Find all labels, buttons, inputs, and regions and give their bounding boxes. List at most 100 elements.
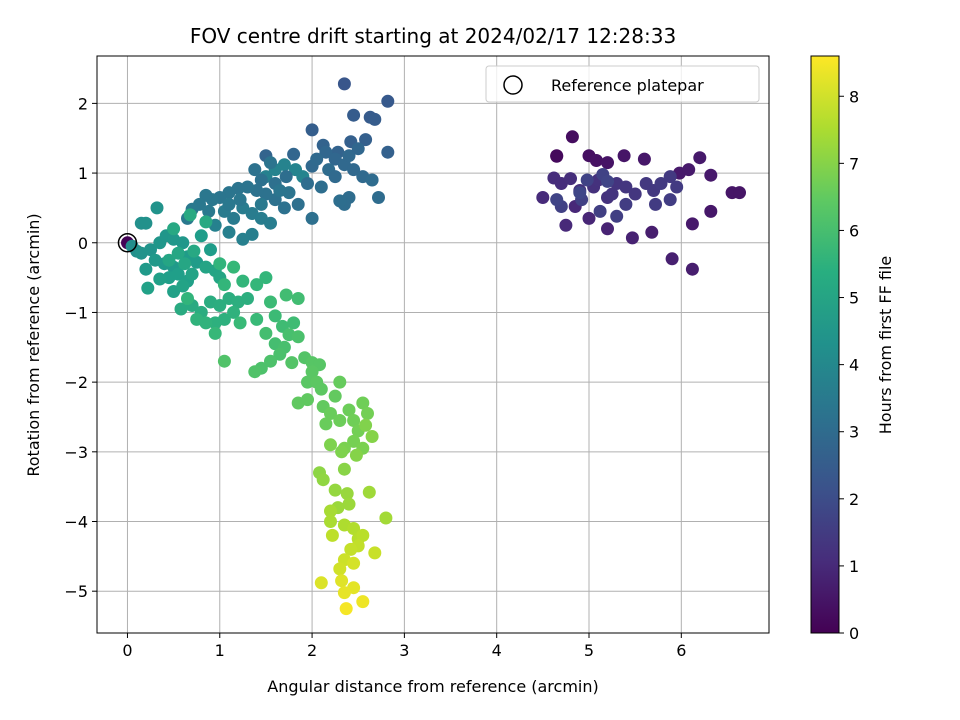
- data-point: [277, 201, 291, 215]
- colorbar-gradient: [811, 56, 839, 633]
- data-point: [536, 191, 550, 204]
- colorbar-tick-label: 1: [849, 557, 859, 576]
- data-point: [573, 186, 587, 200]
- data-point: [601, 156, 614, 170]
- x-tick-label: 1: [215, 641, 225, 660]
- data-point: [580, 173, 594, 187]
- x-tick-label: 0: [122, 641, 132, 660]
- data-point: [319, 145, 333, 159]
- data-point: [351, 142, 365, 156]
- data-point: [250, 312, 264, 326]
- data-point: [305, 365, 319, 379]
- data-point: [704, 204, 718, 218]
- data-point: [619, 197, 633, 211]
- data-point: [356, 396, 370, 410]
- data-point: [285, 356, 299, 370]
- data-point: [663, 170, 677, 184]
- data-point: [248, 163, 262, 177]
- data-point: [347, 434, 361, 448]
- data-point: [217, 312, 231, 326]
- data-point: [670, 180, 684, 194]
- data-point: [178, 257, 192, 271]
- data-point: [248, 365, 262, 379]
- data-point: [347, 108, 361, 122]
- data-point: [328, 170, 342, 184]
- data-point: [167, 222, 181, 236]
- data-point: [324, 438, 337, 452]
- data-point: [601, 222, 614, 236]
- data-point: [162, 253, 176, 267]
- data-point: [645, 225, 659, 239]
- legend-entry-reference: Reference platepar: [551, 76, 704, 95]
- data-point: [305, 123, 319, 137]
- data-point: [264, 216, 277, 230]
- data-point: [139, 262, 153, 276]
- data-point: [356, 528, 370, 542]
- data-point: [342, 403, 356, 417]
- data-point: [264, 156, 277, 170]
- reference-platepar-marker: [117, 233, 138, 253]
- data-point: [328, 389, 342, 403]
- data-point: [310, 152, 324, 166]
- data-point: [153, 272, 167, 286]
- data-point: [236, 274, 250, 288]
- y-tick-label: −5: [64, 582, 88, 601]
- data-point: [372, 191, 385, 204]
- data-point: [337, 77, 351, 91]
- data-point: [291, 292, 305, 305]
- data-point: [314, 382, 328, 396]
- data-point: [619, 180, 633, 194]
- data-point: [335, 445, 349, 459]
- grid: [97, 56, 769, 633]
- data-point: [222, 197, 236, 211]
- data-point: [150, 201, 164, 215]
- data-point: [733, 186, 746, 200]
- data-point: [324, 515, 337, 528]
- data-point: [663, 193, 677, 207]
- data-point: [325, 528, 339, 542]
- data-point: [559, 218, 573, 232]
- colorbar-tick-label: 2: [849, 490, 859, 509]
- data-point: [236, 232, 250, 246]
- data-point: [227, 260, 241, 274]
- data-point: [361, 407, 374, 420]
- data-point: [335, 574, 349, 588]
- x-tick-label: 6: [676, 641, 686, 660]
- data-point: [379, 511, 393, 525]
- data-point: [685, 217, 699, 231]
- data-point: [268, 309, 282, 323]
- data-point: [328, 483, 342, 497]
- data-point: [204, 243, 217, 257]
- colorbar-tick-label: 3: [849, 423, 859, 442]
- chart-title: FOV centre drift starting at 2024/02/17 …: [190, 24, 676, 48]
- x-tick-label: 4: [492, 641, 502, 660]
- data-point: [365, 430, 379, 443]
- data-point: [185, 267, 199, 281]
- data-point: [233, 316, 247, 330]
- data-point: [264, 354, 277, 368]
- data-point: [333, 414, 347, 427]
- data-point: [202, 204, 216, 218]
- data-point: [340, 487, 354, 501]
- data-point: [171, 246, 185, 260]
- data-point: [565, 130, 579, 144]
- data-point: [277, 158, 291, 172]
- data-point: [589, 154, 603, 167]
- colorbar-label: Hours from first FF file: [876, 256, 895, 435]
- data-point: [241, 292, 254, 305]
- data-point: [637, 152, 651, 166]
- data-point: [617, 149, 631, 163]
- data-point: [347, 163, 361, 177]
- data-point: [217, 278, 231, 292]
- data-point: [347, 522, 361, 535]
- colorbar-tick-label: 4: [849, 356, 859, 375]
- data-point: [347, 556, 361, 570]
- colorbar-tick-label: 6: [849, 221, 859, 240]
- data-point: [693, 151, 707, 165]
- data-point: [342, 149, 356, 163]
- data-point: [605, 187, 619, 201]
- data-point: [291, 330, 305, 344]
- data-point: [213, 299, 227, 312]
